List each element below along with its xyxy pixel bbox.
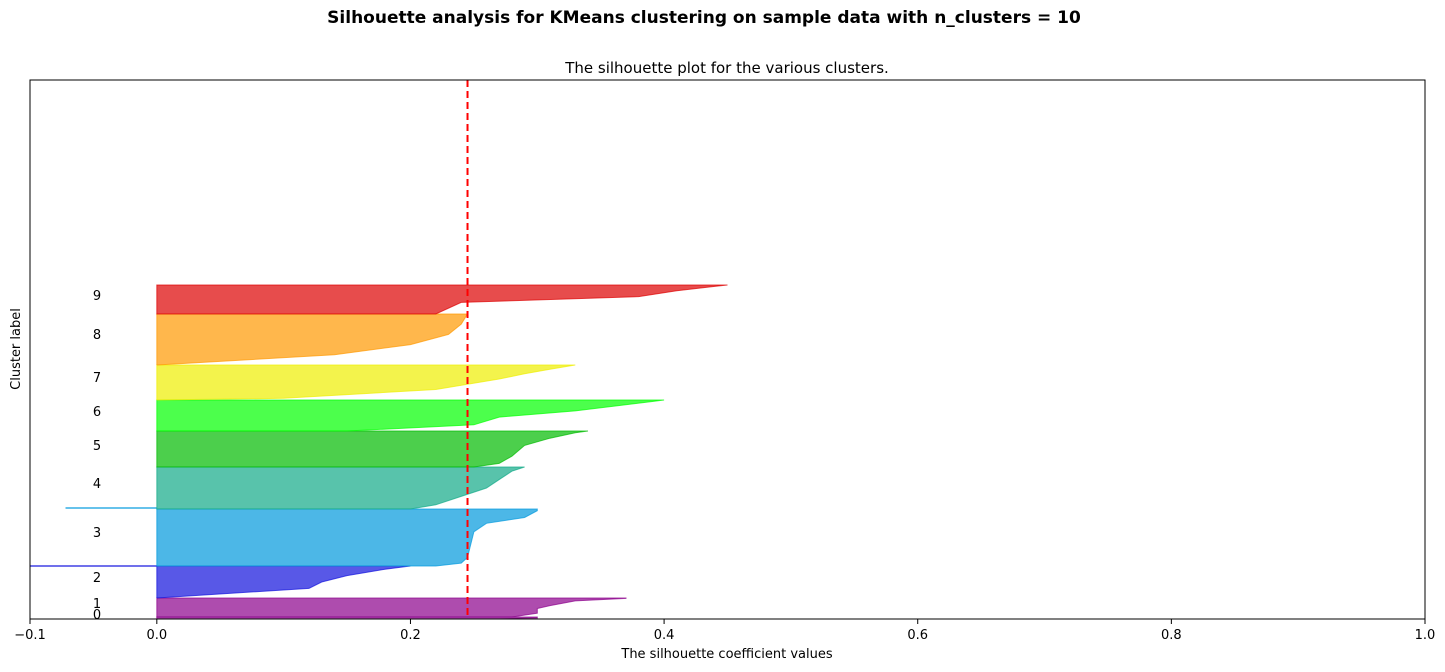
x-axis-label: The silhouette coefficient values <box>620 647 832 662</box>
silhouette-bars <box>30 284 728 620</box>
x-axis-ticks: −0.1 0.0 0.2 0.4 0.6 0.8 1.0 <box>14 619 1435 643</box>
axes-title: The silhouette plot for the various clus… <box>564 59 889 77</box>
cluster-label-7: 7 <box>93 371 101 386</box>
cluster-label-8: 8 <box>93 328 101 343</box>
silhouette-bar-cluster-7 <box>156 364 576 401</box>
silhouette-bar-cluster-9 <box>156 284 728 315</box>
cluster-label-9: 9 <box>93 289 101 304</box>
silhouette-bar-cluster-8 <box>156 313 469 366</box>
cluster-label-5: 5 <box>93 439 101 454</box>
x-tick-label: 0.4 <box>654 628 675 643</box>
silhouette-bar-cluster-4 <box>156 466 525 510</box>
silhouette-bar-cluster-3 <box>156 508 538 567</box>
silhouette-bar-cluster-2 <box>156 565 411 599</box>
y-axis-label: Cluster label <box>9 308 24 390</box>
cluster-label-0: 0 <box>93 608 101 623</box>
x-tick-label: 0.8 <box>1161 628 1182 643</box>
silhouette-bar-cluster-1 <box>156 597 627 618</box>
figure-suptitle: Silhouette analysis for KMeans clusterin… <box>327 8 1081 28</box>
cluster-label-3: 3 <box>93 526 101 541</box>
cluster-labels: 01 2 3 4 5 6 7 8 9 <box>93 289 101 623</box>
cluster-label-4: 4 <box>93 477 101 492</box>
plot-frame <box>29 79 1426 620</box>
x-tick-label: 0.6 <box>907 628 928 643</box>
silhouette-bar-cluster-6 <box>156 399 665 432</box>
cluster-label-1: 1 <box>93 597 101 612</box>
x-tick-label: −0.1 <box>14 628 46 643</box>
cluster-label-2: 2 <box>93 571 101 586</box>
x-tick-label: 0.0 <box>146 628 167 643</box>
x-tick-label: 1.0 <box>1415 628 1436 643</box>
silhouette-bar-cluster-5 <box>156 430 589 468</box>
x-tick-label: 0.2 <box>400 628 421 643</box>
cluster-label-6: 6 <box>93 405 101 420</box>
